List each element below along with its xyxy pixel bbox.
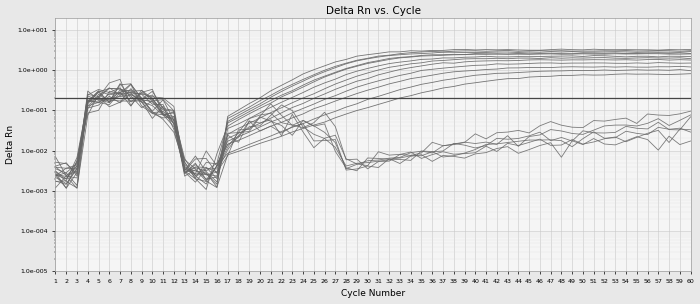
X-axis label: Cycle Number: Cycle Number: [341, 289, 405, 299]
Title: Delta Rn vs. Cycle: Delta Rn vs. Cycle: [326, 5, 421, 16]
Y-axis label: Delta Rn: Delta Rn: [6, 125, 15, 164]
